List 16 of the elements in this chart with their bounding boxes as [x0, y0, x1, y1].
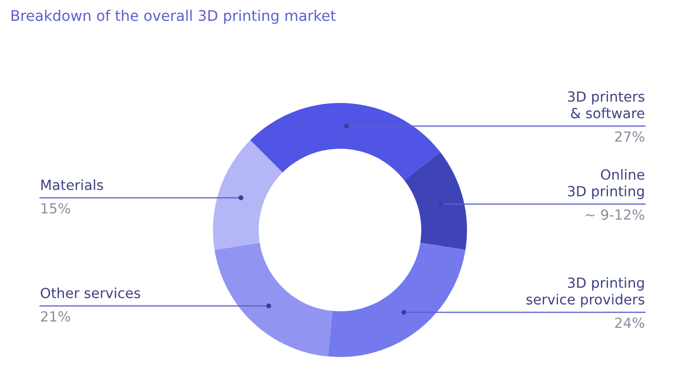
donut-slice	[404, 152, 467, 250]
donut-slice	[213, 140, 283, 250]
slice-label: Online 3D printing	[568, 169, 644, 200]
data-label: 27%	[615, 131, 644, 142]
data-label: 15%	[42, 203, 70, 214]
chart-title: Breakdown of the overall 3D printing market	[12, 10, 336, 24]
slice-label: Other services	[40, 287, 140, 298]
slice-label: Materials	[41, 179, 103, 190]
donut-slice	[214, 242, 332, 356]
donut-slice	[328, 242, 466, 357]
donut-slice	[250, 103, 440, 180]
slice-label: 3D printing service providers	[526, 277, 644, 308]
data-label: 24%	[615, 318, 644, 328]
data-label: 21%	[41, 311, 70, 322]
text: ~ 9-12%	[586, 209, 644, 220]
slice-label: 3D printers & software	[568, 91, 644, 118]
